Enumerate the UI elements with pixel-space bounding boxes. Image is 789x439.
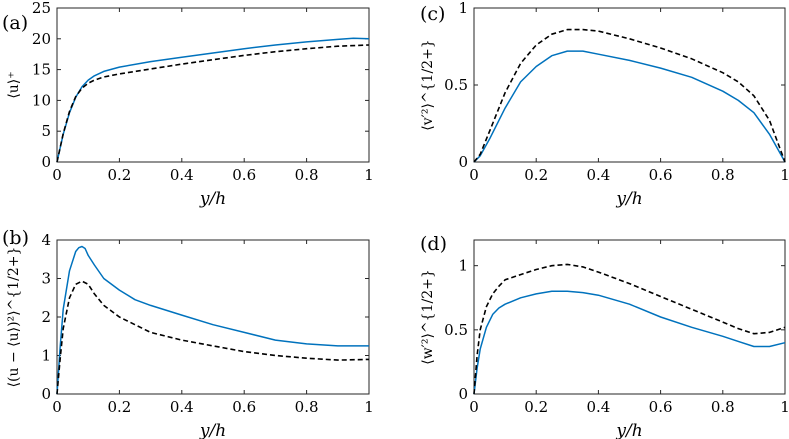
x-tick-label: 0.4 (170, 398, 194, 416)
series-line-solid (473, 50, 786, 163)
panel-label: (a) (2, 12, 28, 34)
series-line-dashed (473, 263, 786, 395)
y-tick-label: 1 (41, 347, 51, 365)
x-axis-label: y/h (199, 421, 226, 439)
panel-label: (d) (420, 233, 447, 255)
x-axis-label: y/h (199, 189, 226, 209)
x-tick-label: 0.6 (649, 398, 673, 416)
y-axis-label: ⟨(u − ⟨u⟩)²⟩^{1/2+} (6, 247, 22, 388)
x-tick-label: 0.8 (711, 166, 735, 184)
series-line-dashed (56, 44, 370, 163)
x-tick-label: 1 (364, 398, 374, 416)
y-axis-label: ⟨w′²⟩^{1/2+} (420, 269, 436, 365)
series-line-dashed (473, 28, 786, 163)
series-line-solid (473, 290, 786, 395)
x-tick-label: 0.6 (232, 398, 256, 416)
y-tick-label: 0 (41, 385, 51, 403)
panel-b: 0 0.2 0.4 0.6 0.8 1 0 1 2 3 4 (b) y/h ⟨(u − ⟨u⟩)²⟩^{1… (2, 227, 374, 439)
x-tick-label: 1 (780, 166, 789, 184)
x-tick-label: 0.4 (586, 166, 610, 184)
x-tick-label: 0 (52, 166, 62, 184)
y-tick-label: 20 (32, 30, 51, 48)
y-tick-label: 0.5 (444, 76, 468, 94)
panel-label: (b) (2, 227, 29, 249)
x-axis-label: y/h (615, 421, 642, 439)
x-tick-label: 1 (364, 166, 374, 184)
y-tick-label: 1 (458, 0, 468, 17)
x-tick-label: 0.2 (524, 398, 548, 416)
series-line-solid (56, 37, 370, 163)
x-tick-label: 0.8 (295, 398, 319, 416)
panel-c: 0 0.2 0.4 0.6 0.8 1 0 0.5 1 (c) y/h ⟨v′²⟩^{1/2+} (420, 0, 789, 209)
x-tick-label: 0 (469, 398, 479, 416)
panel-label: (c) (420, 3, 445, 25)
y-tick-label: 0 (458, 153, 468, 171)
panel-d: 0 0.2 0.4 0.6 0.8 1 0 0.5 1 (d) y/h ⟨w′²⟩^{1/2+} (420, 233, 789, 439)
plot-frame (56, 7, 370, 163)
x-tick-label: 0 (469, 166, 479, 184)
x-tick-label: 0 (52, 398, 62, 416)
plot-frame (56, 239, 370, 395)
x-tick-label: 0.2 (524, 166, 548, 184)
y-tick-label: 2 (41, 308, 51, 326)
x-tick-label: 1 (780, 398, 789, 416)
plot-frame (473, 239, 786, 395)
y-tick-label: 15 (32, 61, 51, 79)
y-axis-label: ⟨v′²⟩^{1/2+} (420, 39, 436, 130)
y-tick-label: 0.5 (444, 321, 468, 339)
plot-frame (473, 7, 786, 163)
x-tick-label: 0.4 (170, 166, 194, 184)
series-line-dashed (56, 280, 370, 395)
x-tick-label: 0.8 (711, 398, 735, 416)
y-tick-label: 5 (41, 122, 51, 140)
x-tick-label: 0.4 (586, 398, 610, 416)
y-tick-label: 1 (458, 257, 468, 275)
x-tick-label: 0.6 (649, 166, 673, 184)
x-axis-label: y/h (615, 189, 642, 209)
y-tick-label: 10 (32, 91, 51, 109)
x-tick-label: 0.2 (107, 166, 131, 184)
x-tick-label: 0.2 (107, 398, 131, 416)
x-tick-label: 0.6 (232, 166, 256, 184)
y-tick-label: 3 (41, 270, 51, 288)
y-tick-label: 4 (41, 231, 51, 249)
y-axis-label: ⟨u⟩⁺ (6, 71, 22, 98)
y-tick-label: 25 (32, 0, 51, 17)
x-tick-label: 0.8 (295, 166, 319, 184)
y-tick-label: 0 (41, 153, 51, 171)
y-tick-label: 0 (458, 385, 468, 403)
series-line-solid (56, 245, 369, 395)
